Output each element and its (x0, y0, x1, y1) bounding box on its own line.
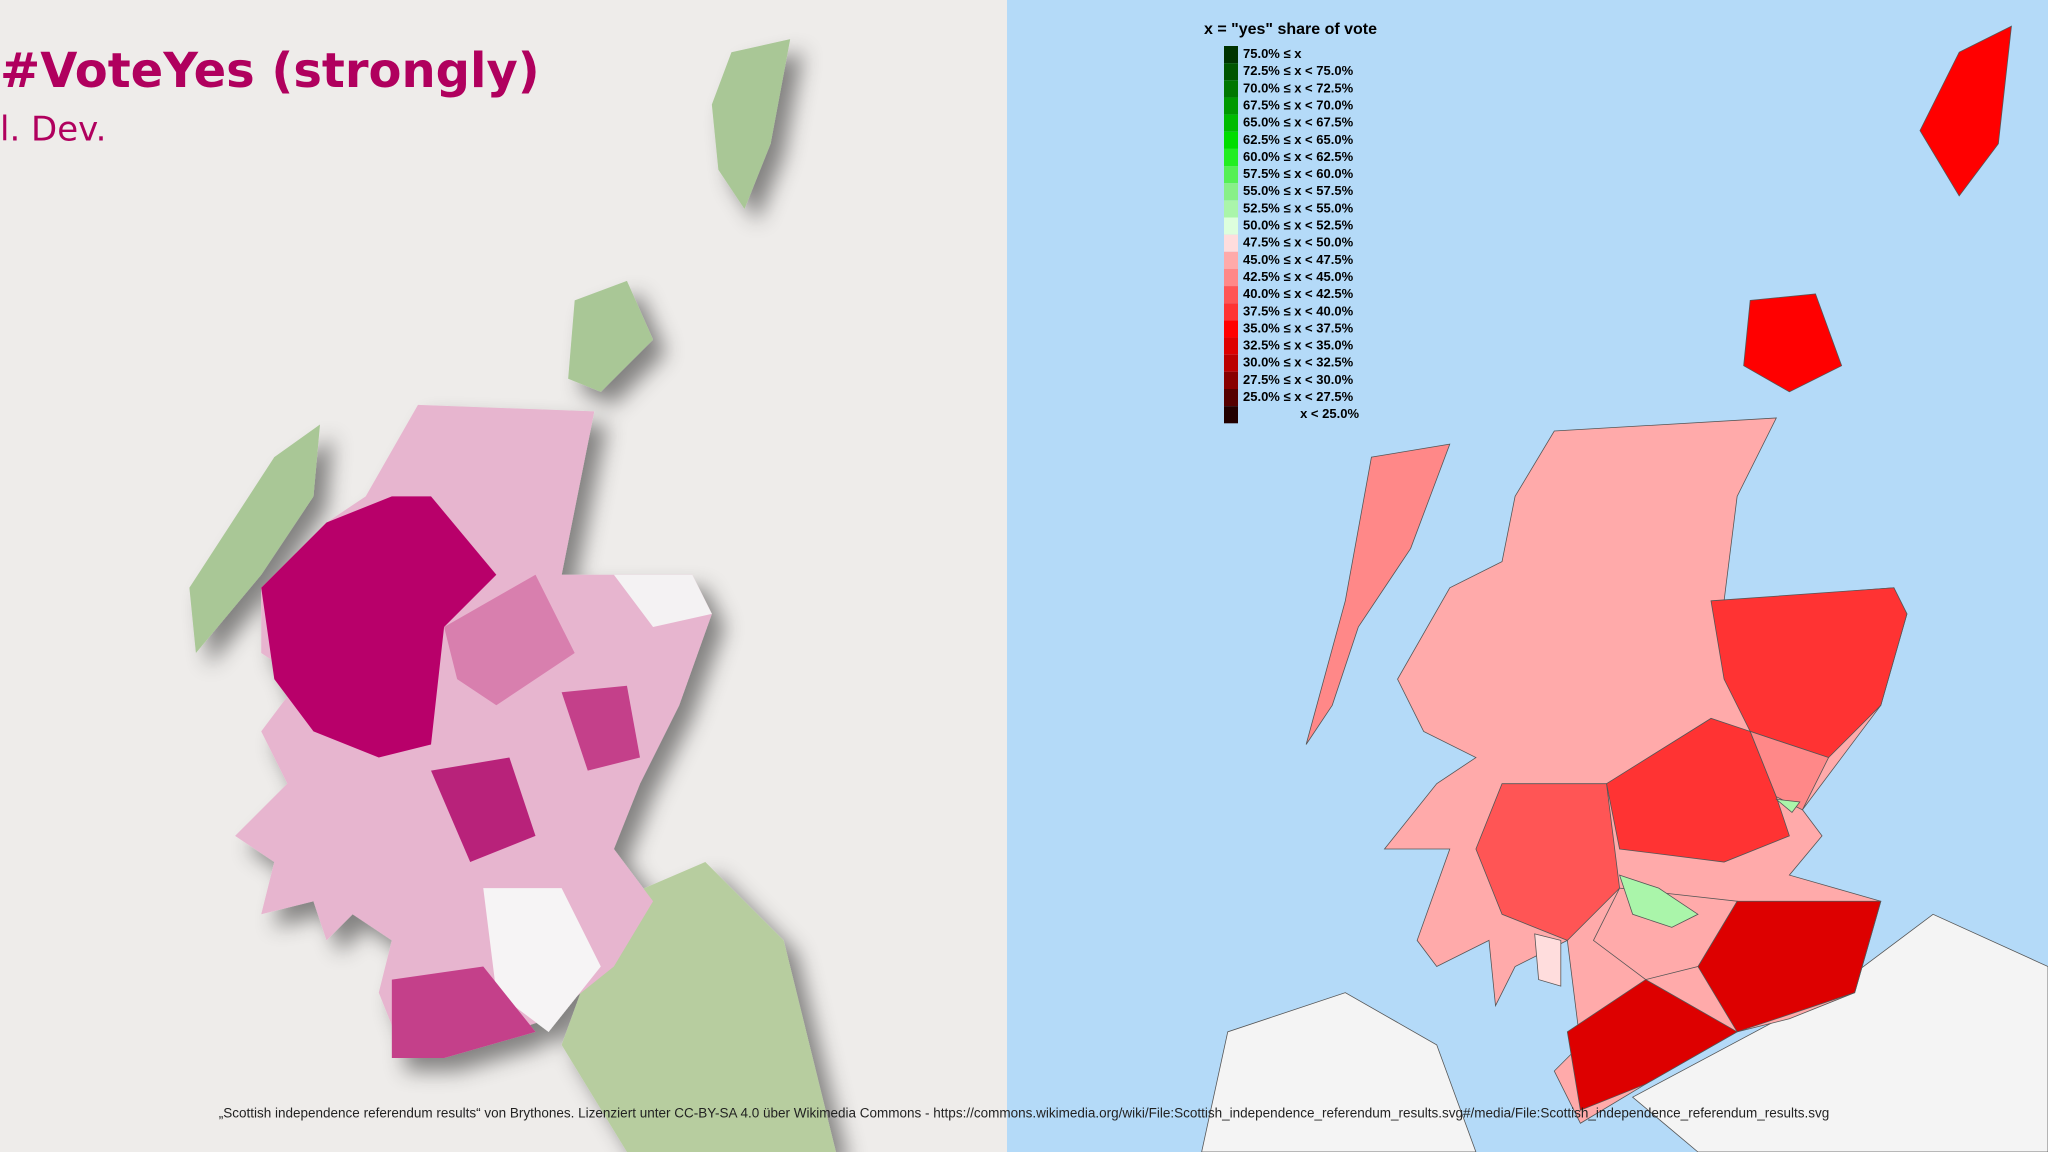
legend-swatch (1224, 337, 1238, 355)
perth-region (1606, 717, 1790, 863)
legend-swatch (1224, 389, 1238, 407)
legend-label: 25.0% ≤ x < 27.5% (1243, 389, 1354, 404)
caption: „Scottish independence referendum result… (219, 1106, 1830, 1121)
legend-swatch (1224, 354, 1238, 372)
western-isles (189, 424, 320, 654)
legend-swatch (1224, 200, 1238, 218)
legend-label: 37.5% ≤ x < 40.0% (1243, 303, 1354, 318)
arran (1534, 933, 1562, 987)
legend-label: 30.0% ≤ x < 32.5% (1243, 355, 1354, 370)
legend-label: 67.5% ≤ x < 70.0% (1243, 97, 1354, 112)
legend-label: 50.0% ≤ x < 52.5% (1243, 218, 1354, 233)
angus-region (561, 685, 640, 771)
perth-region (431, 757, 536, 863)
dumfries-region (1566, 979, 1738, 1111)
legend-label: 27.5% ≤ x < 30.0% (1243, 372, 1354, 387)
legend-label: x < 25.0% (1300, 406, 1359, 421)
legend-swatch (1224, 114, 1238, 132)
left-map (189, 39, 836, 1152)
left-subtitle: l. Dev. (0, 110, 106, 150)
legend-swatch (1224, 286, 1238, 304)
legend-swatch (1224, 148, 1238, 167)
legend-label: 45.0% ≤ x < 47.5% (1243, 252, 1354, 267)
dumfries-region (391, 966, 536, 1058)
legend-swatch (1224, 234, 1238, 252)
shetland (1919, 25, 2012, 197)
legend-label: 57.5% ≤ x < 60.0% (1243, 166, 1354, 181)
legend-label: 62.5% ≤ x < 65.0% (1243, 132, 1354, 147)
dundee-region (1775, 798, 1801, 813)
legend-swatch (1224, 371, 1238, 389)
orkney (568, 280, 654, 392)
borders-region (483, 888, 601, 1032)
legend-swatch (1224, 80, 1238, 98)
maps (189, 25, 2048, 1152)
central-belt-region (1592, 887, 1738, 981)
legend-label: 32.5% ≤ x < 35.0% (1243, 338, 1354, 353)
legend-label: 70.0% ≤ x < 72.5% (1243, 80, 1354, 95)
legend-swatch (1224, 97, 1238, 115)
legend-label: 65.0% ≤ x < 67.5% (1243, 115, 1354, 130)
legend-swatch (1224, 217, 1238, 235)
legend: x = "yes" share of vote 75.0% ≤ x 72.5% ≤… (1204, 21, 1377, 424)
legend-swatch (1224, 131, 1238, 149)
right-map (1201, 25, 2048, 1152)
aberdeenshire-region (1710, 587, 1908, 758)
legend-label: 75.0% ≤ x (1243, 46, 1302, 61)
legend-swatch (1224, 166, 1238, 184)
legend-label: 55.0% ≤ x < 57.5% (1243, 183, 1354, 198)
legend-swatch (1224, 46, 1238, 64)
legend-label: 40.0% ≤ x < 42.5% (1243, 286, 1354, 301)
legend-swatch (1224, 406, 1238, 424)
legend-label: 60.0% ≤ x < 62.5% (1243, 149, 1354, 164)
legend-swatch (1224, 303, 1238, 321)
left-title: #VoteYes (strongly) (0, 43, 540, 99)
highland-region (261, 496, 497, 758)
legend-label: 35.0% ≤ x < 37.5% (1243, 320, 1354, 335)
legend-title: x = "yes" share of vote (1204, 21, 1377, 38)
legend-label: 42.5% ≤ x < 45.0% (1243, 269, 1354, 284)
shetland (711, 39, 791, 209)
glasgow-region (1618, 874, 1699, 928)
legend-swatch (1224, 320, 1238, 338)
legend-swatch (1224, 268, 1238, 287)
legend-swatch (1224, 63, 1238, 81)
argyll-region (1475, 783, 1621, 941)
orkney (1743, 293, 1843, 393)
aberdeen-region (613, 574, 712, 627)
legend-label: 72.5% ≤ x < 75.0% (1243, 63, 1354, 78)
western-isles (1305, 443, 1451, 745)
legend-swatch (1224, 183, 1238, 201)
legend-label: 52.5% ≤ x < 55.0% (1243, 200, 1354, 215)
legend-label: 47.5% ≤ x < 50.0% (1243, 235, 1354, 250)
moray-region (444, 574, 575, 706)
angus-region (1749, 730, 1830, 811)
legend-swatch (1224, 251, 1238, 269)
